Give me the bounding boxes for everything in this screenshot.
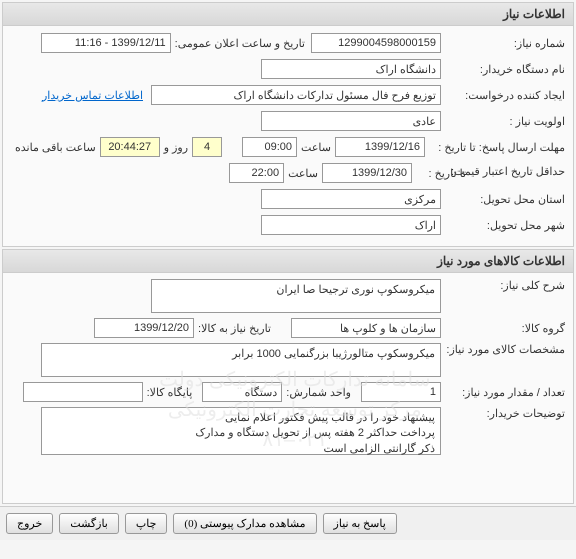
deadline-date-field[interactable] [335, 137, 425, 157]
remaining-label: ساعت باقی مانده [15, 141, 96, 154]
days-remaining-field [192, 137, 222, 157]
row-general-desc: شرح کلی نیاز: میکروسکوپ نوری ترجیحا صا ا… [11, 279, 565, 313]
buyer-notes-line3: ذکر گارانتی الزامی است [47, 442, 435, 457]
button-bar: پاسخ به نیاز مشاهده مدارک پیوستی (0) چاپ… [0, 506, 576, 540]
time-label-1: ساعت [301, 141, 331, 154]
row-province: استان محل تحویل: [11, 188, 565, 210]
buyer-notes-line1: پیشنهاد خود را در قالب پیش فکتور اعلام ن… [47, 411, 435, 426]
public-datetime-label: تاریخ و ساعت اعلان عمومی: [175, 37, 305, 50]
unit-label: واحد شمارش: [286, 386, 351, 399]
buyer-org-label: نام دستگاه خریدار: [445, 63, 565, 76]
city-label: شهر محل تحویل: [445, 219, 565, 232]
row-priority: اولویت نیاز : [11, 110, 565, 132]
specs-field[interactable]: میکروسکوپ متالورژیبا بزرگنمایی 1000 براب… [41, 343, 441, 377]
general-desc-label: شرح کلی نیاز: [445, 279, 565, 292]
general-desc-field[interactable]: میکروسکوپ نوری ترجیحا صا ایران [151, 279, 441, 313]
contact-link[interactable]: اطلاعات تماس خریدار [42, 89, 143, 102]
requester-field[interactable] [151, 85, 441, 105]
package-label: پایگاه کالا: [147, 386, 193, 399]
panel1-header: اطلاعات نیاز [3, 3, 573, 26]
validity-label: حداقل تاریخ اعتبار قیمت: [470, 166, 565, 179]
priority-label: اولویت نیاز : [445, 115, 565, 128]
panel2-body: سامانه تدارکات الکترونیکی دولت مرکز توسع… [3, 273, 573, 503]
buyer-notes-line2: پرداخت حداکثر 2 هفته پس از تحویل دستگاه … [47, 426, 435, 441]
priority-field[interactable] [261, 111, 441, 131]
need-by-label: تاریخ نیاز به کالا: [198, 322, 271, 335]
row-buyer-notes: توضیحات خریدار: پیشنهاد خود را در قالب پ… [11, 407, 565, 455]
panel1-body: شماره نیاز: تاریخ و ساعت اعلان عمومی: نا… [3, 26, 573, 246]
deadline-time-field[interactable] [242, 137, 297, 157]
package-field[interactable] [23, 382, 143, 402]
public-datetime-field[interactable] [41, 33, 171, 53]
city-field[interactable] [261, 215, 441, 235]
row-buyer-org: نام دستگاه خریدار: [11, 58, 565, 80]
buyer-notes-label: توضیحات خریدار: [445, 407, 565, 420]
quantity-label: تعداد / مقدار مورد نیاز: [445, 386, 565, 399]
time-remaining-field [100, 137, 160, 157]
row-specs: مشخصات کالای مورد نیاز: میکروسکوپ متالور… [11, 343, 565, 377]
buyer-org-field[interactable] [261, 59, 441, 79]
specs-label: مشخصات کالای مورد نیاز: [445, 343, 565, 356]
print-button[interactable]: چاپ [125, 513, 168, 534]
time-label-2: ساعت [288, 167, 318, 180]
row-city: شهر محل تحویل: [11, 214, 565, 236]
group-field[interactable] [291, 318, 441, 338]
exit-button[interactable]: خروج [6, 513, 53, 534]
need-number-label: شماره نیاز: [445, 37, 565, 50]
row-validity: حداقل تاریخ اعتبار قیمت: تا تاریخ : ساعت [11, 162, 565, 184]
row-group: گروه کالا: تاریخ نیاز به کالا: [11, 317, 565, 339]
row-need-number: شماره نیاز: تاریخ و ساعت اعلان عمومی: [11, 32, 565, 54]
need-number-field[interactable] [311, 33, 441, 53]
validity-time-field[interactable] [229, 163, 284, 183]
validity-date-field[interactable] [322, 163, 412, 183]
quantity-field[interactable] [361, 382, 441, 402]
validity-until-label: تا تاریخ : [416, 167, 466, 180]
respond-button[interactable]: پاسخ به نیاز [323, 513, 397, 534]
panel2-header: اطلاعات کالاهای مورد نیاز [3, 250, 573, 273]
row-quantity: تعداد / مقدار مورد نیاز: واحد شمارش: پای… [11, 381, 565, 403]
province-field[interactable] [261, 189, 441, 209]
back-button[interactable]: بازگشت [59, 513, 119, 534]
unit-field[interactable] [202, 382, 282, 402]
days-label: روز و [164, 141, 188, 154]
need-info-panel: اطلاعات نیاز شماره نیاز: تاریخ و ساعت اع… [2, 2, 574, 247]
buyer-notes-field[interactable]: پیشنهاد خود را در قالب پیش فکتور اعلام ن… [41, 407, 441, 455]
need-by-field[interactable] [94, 318, 194, 338]
goods-info-panel: اطلاعات کالاهای مورد نیاز سامانه تدارکات… [2, 249, 574, 504]
deadline-label: مهلت ارسال پاسخ: تا تاریخ : [429, 141, 565, 154]
row-deadline: مهلت ارسال پاسخ: تا تاریخ : ساعت روز و س… [11, 136, 565, 158]
requester-label: ایجاد کننده درخواست: [445, 89, 565, 102]
row-requester: ایجاد کننده درخواست: اطلاعات تماس خریدار [11, 84, 565, 106]
group-label: گروه کالا: [445, 322, 565, 335]
province-label: استان محل تحویل: [445, 193, 565, 206]
view-attachments-button[interactable]: مشاهده مدارک پیوستی (0) [173, 513, 316, 534]
